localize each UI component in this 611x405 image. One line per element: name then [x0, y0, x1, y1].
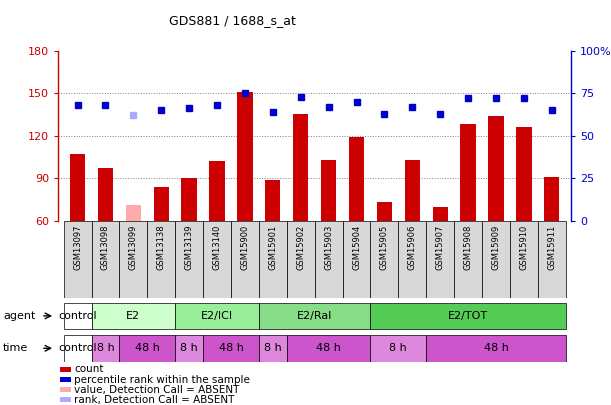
Bar	[454, 221, 482, 298]
Text: 8 h: 8 h	[389, 343, 407, 353]
Text: GSM15903: GSM15903	[324, 224, 333, 270]
Bar	[119, 221, 147, 298]
Bar	[370, 221, 398, 298]
Text: GSM13140: GSM13140	[213, 224, 222, 270]
Text: value, Detection Call = ABSENT: value, Detection Call = ABSENT	[74, 385, 240, 395]
Text: rank, Detection Call = ABSENT: rank, Detection Call = ABSENT	[74, 395, 235, 405]
Bar	[265, 180, 280, 221]
Bar	[287, 221, 315, 298]
Bar	[516, 127, 532, 221]
Bar	[126, 205, 141, 221]
Bar	[461, 124, 476, 221]
Bar	[287, 335, 370, 362]
Text: GSM13138: GSM13138	[157, 224, 166, 270]
Bar	[92, 335, 119, 362]
Bar	[343, 221, 370, 298]
Text: GSM15906: GSM15906	[408, 224, 417, 270]
Text: E2/TOT: E2/TOT	[448, 311, 488, 321]
Text: 8 h: 8 h	[264, 343, 282, 353]
Text: GSM15907: GSM15907	[436, 224, 445, 270]
Text: 8 h: 8 h	[97, 343, 114, 353]
Bar	[370, 303, 566, 329]
Bar	[60, 397, 71, 402]
Text: count: count	[74, 364, 104, 374]
Bar	[60, 387, 71, 392]
Bar	[60, 377, 71, 382]
Text: E2/ICI: E2/ICI	[201, 311, 233, 321]
Text: GSM15909: GSM15909	[491, 224, 500, 270]
Bar	[210, 161, 225, 221]
Text: GSM15911: GSM15911	[547, 224, 556, 270]
Text: GDS881 / 1688_s_at: GDS881 / 1688_s_at	[169, 14, 296, 27]
Text: E2: E2	[126, 311, 141, 321]
Text: GSM15901: GSM15901	[268, 224, 277, 270]
Text: GSM15900: GSM15900	[241, 224, 249, 270]
Bar	[92, 221, 119, 298]
Bar	[433, 207, 448, 221]
Bar	[181, 178, 197, 221]
Text: E2/Ral: E2/Ral	[297, 311, 332, 321]
Bar	[349, 137, 364, 221]
Bar	[426, 335, 566, 362]
Bar	[70, 154, 86, 221]
Bar	[203, 221, 231, 298]
Bar	[510, 221, 538, 298]
Text: 8 h: 8 h	[180, 343, 198, 353]
Bar	[92, 303, 175, 329]
Text: 48 h: 48 h	[135, 343, 159, 353]
Text: control: control	[58, 343, 97, 353]
Text: percentile rank within the sample: percentile rank within the sample	[74, 375, 250, 384]
Bar	[175, 335, 203, 362]
Bar	[370, 335, 426, 362]
Text: GSM13098: GSM13098	[101, 224, 110, 270]
Text: GSM15904: GSM15904	[352, 224, 361, 270]
Bar	[426, 221, 454, 298]
Bar	[119, 335, 175, 362]
Text: 48 h: 48 h	[219, 343, 243, 353]
Bar	[64, 335, 92, 362]
Text: time: time	[3, 343, 28, 353]
Bar	[60, 367, 71, 372]
Bar	[398, 221, 426, 298]
Text: GSM15908: GSM15908	[464, 224, 472, 270]
Bar	[64, 303, 92, 329]
Text: GSM13139: GSM13139	[185, 224, 194, 270]
Bar	[315, 221, 343, 298]
Bar	[538, 221, 566, 298]
Bar	[64, 221, 92, 298]
Text: GSM13097: GSM13097	[73, 224, 82, 270]
Bar	[231, 221, 259, 298]
Text: agent: agent	[3, 311, 35, 321]
Bar	[259, 221, 287, 298]
Bar	[153, 187, 169, 221]
Text: GSM13099: GSM13099	[129, 224, 138, 270]
Bar	[377, 202, 392, 221]
Bar	[175, 221, 203, 298]
Bar	[237, 92, 252, 221]
Bar	[147, 221, 175, 298]
Bar	[259, 303, 370, 329]
Text: GSM15905: GSM15905	[380, 224, 389, 270]
Bar	[321, 160, 336, 221]
Text: 48 h: 48 h	[316, 343, 341, 353]
Text: GSM15910: GSM15910	[519, 224, 529, 270]
Text: GSM15902: GSM15902	[296, 224, 306, 270]
Bar	[98, 168, 113, 221]
Bar	[175, 303, 259, 329]
Bar	[544, 177, 560, 221]
Bar	[404, 160, 420, 221]
Bar	[482, 221, 510, 298]
Bar	[203, 335, 259, 362]
Bar	[293, 115, 309, 221]
Bar	[488, 116, 503, 221]
Bar	[259, 335, 287, 362]
Text: control: control	[58, 311, 97, 321]
Text: 48 h: 48 h	[483, 343, 508, 353]
